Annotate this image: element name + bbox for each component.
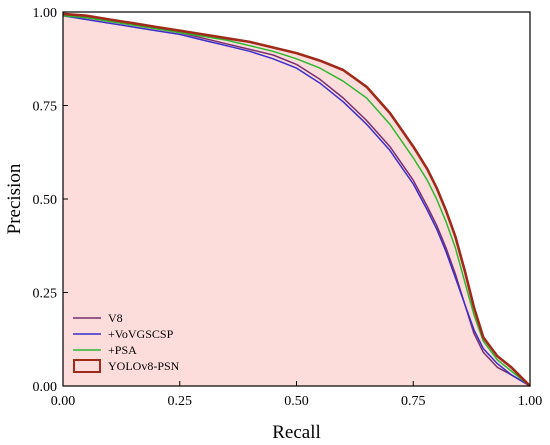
legend: V8 +VoVGSCSP +PSA YOLOv8-PSN (73, 311, 180, 373)
y-axis-label: Precision (4, 163, 25, 234)
area-fill-yolov8-psn (63, 13, 530, 387)
x-axis: 0.00 0.25 0.50 0.75 1.00 (51, 381, 543, 409)
x-tick-label: 1.00 (518, 394, 543, 409)
series-lines (62, 12, 531, 387)
y-tick-label: 0.75 (33, 100, 58, 115)
y-axis: 0.00 0.25 0.50 0.75 1.00 (33, 6, 68, 395)
series-line-yolov8-psn (62, 12, 531, 387)
y-tick-label: 0.50 (33, 193, 58, 208)
series-line-psa (62, 14, 531, 387)
x-tick-label: 0.50 (284, 394, 309, 409)
legend-label-v8: V8 (108, 311, 123, 325)
legend-swatch-yolov8-psn (73, 359, 101, 373)
legend-label-psa: +PSA (108, 343, 137, 357)
y-tick-label: 0.00 (33, 380, 58, 395)
x-tick-label: 0.75 (401, 394, 426, 409)
legend-label-yolov8-psn: YOLOv8-PSN (108, 359, 180, 373)
x-tick-label: 0.25 (168, 394, 193, 409)
y-tick-label: 0.25 (33, 287, 58, 302)
legend-label-vovgscsp: +VoVGSCSP (108, 327, 174, 341)
x-tick-label: 0.00 (51, 394, 76, 409)
x-axis-label: Recall (272, 422, 321, 443)
series-line-vovgscsp (62, 14, 531, 387)
y-tick-label: 1.00 (33, 6, 58, 21)
